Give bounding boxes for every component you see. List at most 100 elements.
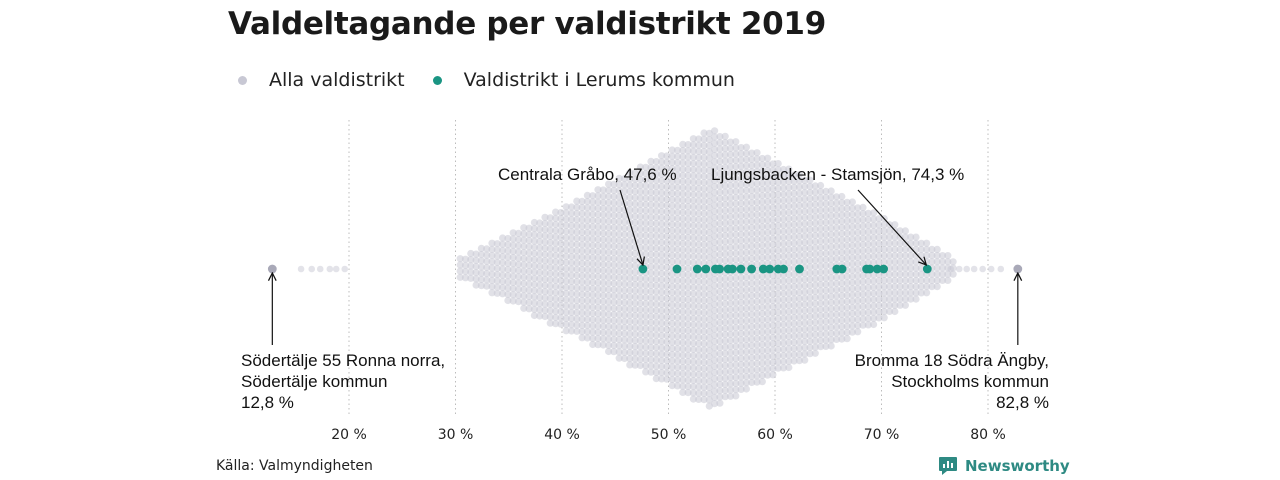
all-district-dot [684, 165, 692, 173]
all-district-dot [753, 285, 761, 293]
all-district-dot [631, 274, 639, 282]
all-district-dot [716, 362, 724, 370]
all-district-dot [695, 234, 703, 242]
newsworthy-logo[interactable]: Newsworthy [938, 456, 1070, 476]
all-district-dot [673, 146, 682, 154]
x-tick-label: 70 % [864, 427, 900, 443]
all-district-dot [316, 265, 324, 273]
all-district-dot [742, 348, 751, 356]
all-district-dot [679, 221, 687, 229]
all-district-dot [764, 210, 772, 218]
all-district-dot [726, 231, 735, 239]
brand-name: Newsworthy [965, 457, 1070, 475]
all-district-dot [764, 340, 772, 348]
all-district-dot [493, 258, 501, 266]
all-district-dot [774, 253, 782, 261]
all-district-dot [832, 236, 841, 244]
all-district-dot [658, 338, 666, 346]
all-district-dot [737, 299, 745, 307]
all-district-dot [917, 270, 925, 278]
all-district-dot [933, 258, 941, 266]
lerum-district-dot [701, 264, 711, 274]
all-district-dot [673, 283, 682, 291]
all-district-dot [870, 296, 878, 304]
all-district-dot [748, 378, 756, 387]
all-district-dot [737, 162, 745, 170]
all-district-dot [764, 365, 772, 373]
all-district-dot [689, 228, 698, 236]
all-district-dot [514, 260, 523, 268]
all-district-dot [589, 272, 597, 280]
all-district-dot [732, 342, 740, 350]
all-district-dot [806, 325, 814, 333]
all-district-dot [658, 152, 666, 160]
all-district-dot [652, 368, 660, 376]
all-district-dot [658, 245, 666, 253]
all-district-dot [848, 303, 857, 311]
all-district-dot [801, 294, 809, 302]
all-district-dot [716, 325, 724, 333]
all-district-dot [700, 315, 708, 323]
all-district-dot [684, 203, 692, 211]
all-district-dot [700, 334, 708, 342]
all-district-dot [578, 241, 586, 249]
all-district-dot [721, 238, 729, 246]
all-district-dot [668, 239, 676, 247]
all-district-dot [716, 275, 724, 283]
all-district-dot [520, 267, 528, 275]
all-district-dot [493, 277, 501, 285]
all-district-dot [875, 289, 883, 297]
all-district-dot [843, 223, 851, 231]
all-district-dot [848, 285, 857, 293]
all-district-dot [578, 272, 586, 280]
all-district-dot [817, 281, 825, 289]
all-district-dot [610, 242, 618, 250]
all-district-dot [753, 254, 761, 262]
all-district-dot [583, 291, 592, 299]
all-district-dot [679, 140, 687, 148]
all-district-dot [673, 245, 682, 254]
all-district-dot [652, 356, 660, 364]
all-district-dot [599, 335, 607, 343]
all-district-dot [605, 329, 613, 337]
all-district-dot [536, 238, 544, 246]
all-district-dot [811, 213, 819, 221]
all-district-dot [658, 369, 666, 377]
all-district-dot [854, 247, 862, 255]
all-district-dot [817, 243, 825, 252]
all-district-dot [832, 255, 841, 263]
all-district-dot [848, 291, 857, 299]
all-district-dot [695, 253, 703, 261]
all-district-dot [652, 213, 660, 221]
all-district-dot [785, 314, 793, 322]
all-district-dot [758, 216, 766, 225]
all-district-dot [848, 266, 857, 274]
all-district-dot [610, 348, 618, 356]
all-district-dot [748, 347, 756, 356]
all-district-dot [790, 227, 798, 235]
all-district-dot [552, 301, 560, 309]
all-district-dot [700, 278, 708, 286]
all-district-dot [753, 242, 761, 250]
all-district-dot [594, 217, 602, 225]
all-district-dot [684, 296, 692, 304]
all-district-dot [737, 274, 745, 282]
all-district-dot [907, 289, 915, 297]
all-district-dot [938, 252, 947, 260]
all-district-dot [658, 207, 666, 216]
all-district-dot [806, 257, 814, 265]
all-district-dot [748, 155, 756, 163]
all-district-dot [663, 307, 671, 315]
all-district-dot [658, 238, 666, 247]
all-district-dot [467, 274, 475, 282]
all-district-dot [615, 280, 623, 288]
all-district-dot [795, 301, 804, 309]
all-district-dot [525, 224, 533, 232]
all-district-dot [870, 277, 878, 285]
all-district-dot [673, 196, 682, 204]
all-district-dot [907, 283, 915, 291]
all-district-dot [795, 357, 804, 365]
all-district-dot [567, 209, 576, 217]
all-district-dot [764, 198, 772, 206]
all-district-dot [695, 141, 703, 149]
